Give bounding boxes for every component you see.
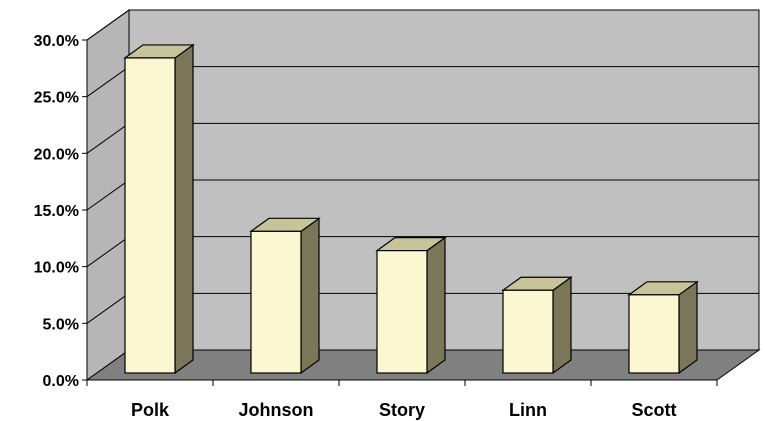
- y-tick-label: 0.0%: [43, 373, 79, 390]
- y-tick-label: 25.0%: [34, 90, 79, 107]
- x-tick-label: Linn: [509, 400, 547, 420]
- bar-side: [427, 238, 445, 373]
- bar-scott: [629, 282, 697, 373]
- bar-side: [175, 45, 193, 373]
- bar-front: [377, 251, 427, 373]
- y-tick-label: 5.0%: [43, 316, 79, 333]
- y-tick-label: 15.0%: [34, 203, 79, 220]
- bar-side: [553, 277, 571, 373]
- bar-side: [679, 282, 697, 373]
- bar-front: [251, 231, 301, 373]
- bar-polk: [125, 45, 193, 373]
- x-tick-label: Story: [379, 400, 425, 420]
- bar-story: [377, 238, 445, 373]
- bar-side: [301, 218, 319, 373]
- bar-linn: [503, 277, 571, 373]
- bar-front: [503, 290, 553, 373]
- y-tick-label: 30.0%: [34, 33, 79, 50]
- y-axis: 0.0% 5.0% 10.0% 15.0% 20.0% 25.0% 30.0%: [34, 33, 87, 390]
- y-tick-label: 10.0%: [34, 260, 79, 277]
- y-tick-label: 20.0%: [34, 146, 79, 163]
- bar-front: [629, 295, 679, 373]
- x-tick-label: Polk: [131, 400, 170, 420]
- x-axis: Polk Johnson Story Linn Scott: [87, 380, 717, 420]
- bar-johnson: [251, 218, 319, 373]
- bar-front: [125, 58, 175, 373]
- x-tick-label: Johnson: [239, 400, 314, 420]
- x-tick-label: Scott: [632, 400, 677, 420]
